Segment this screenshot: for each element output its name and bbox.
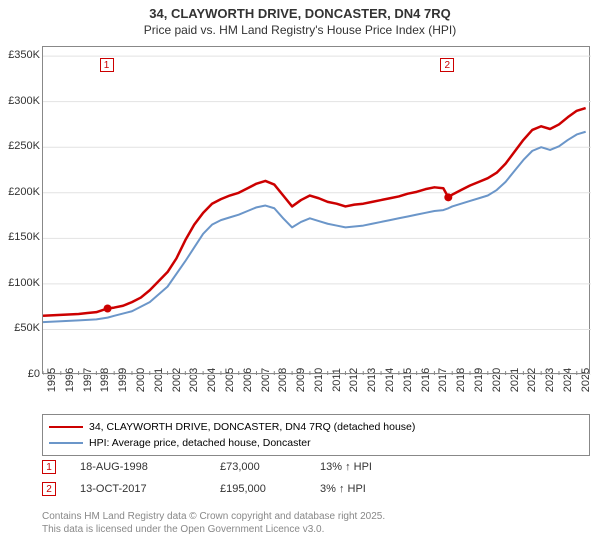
- callout-marker: 2: [440, 58, 454, 72]
- plot-area: [42, 46, 590, 374]
- legend-label: HPI: Average price, detached house, Donc…: [89, 437, 311, 449]
- y-tick-label: £350K: [8, 49, 40, 61]
- y-tick-label: £300K: [8, 95, 40, 107]
- y-tick-label: £150K: [8, 231, 40, 243]
- footer-line: Contains HM Land Registry data © Crown c…: [42, 510, 385, 523]
- transaction-marker: 2: [42, 482, 56, 496]
- footer-attribution: Contains HM Land Registry data © Crown c…: [42, 510, 385, 536]
- y-tick-label: £250K: [8, 140, 40, 152]
- transaction-row: 2 13-OCT-2017 £195,000 3% ↑ HPI: [42, 478, 440, 500]
- transaction-delta: 3% ↑ HPI: [320, 483, 440, 495]
- title-block: 34, CLAYWORTH DRIVE, DONCASTER, DN4 7RQ …: [0, 0, 600, 39]
- legend-label: 34, CLAYWORTH DRIVE, DONCASTER, DN4 7RQ …: [89, 421, 415, 433]
- chart-subtitle: Price paid vs. HM Land Registry's House …: [0, 23, 600, 37]
- transaction-price: £73,000: [220, 461, 320, 473]
- y-tick-label: £0: [28, 368, 40, 380]
- transaction-marker: 1: [42, 460, 56, 474]
- legend-item: 34, CLAYWORTH DRIVE, DONCASTER, DN4 7RQ …: [49, 419, 583, 435]
- legend: 34, CLAYWORTH DRIVE, DONCASTER, DN4 7RQ …: [42, 414, 590, 456]
- chart-title: 34, CLAYWORTH DRIVE, DONCASTER, DN4 7RQ: [0, 6, 600, 21]
- transaction-table: 1 18-AUG-1998 £73,000 13% ↑ HPI 2 13-OCT…: [42, 456, 440, 500]
- transaction-delta: 13% ↑ HPI: [320, 461, 440, 473]
- legend-swatch: [49, 442, 83, 444]
- y-tick-label: £200K: [8, 186, 40, 198]
- transaction-date: 13-OCT-2017: [80, 483, 220, 495]
- legend-item: HPI: Average price, detached house, Donc…: [49, 435, 583, 451]
- callout-marker: 1: [100, 58, 114, 72]
- transaction-date: 18-AUG-1998: [80, 461, 220, 473]
- legend-swatch: [49, 426, 83, 428]
- y-tick-label: £50K: [14, 322, 40, 334]
- transaction-row: 1 18-AUG-1998 £73,000 13% ↑ HPI: [42, 456, 440, 478]
- plot-svg: [43, 47, 591, 375]
- footer-line: This data is licensed under the Open Gov…: [42, 523, 385, 536]
- chart-container: 34, CLAYWORTH DRIVE, DONCASTER, DN4 7RQ …: [0, 0, 600, 560]
- transaction-price: £195,000: [220, 483, 320, 495]
- y-tick-label: £100K: [8, 277, 40, 289]
